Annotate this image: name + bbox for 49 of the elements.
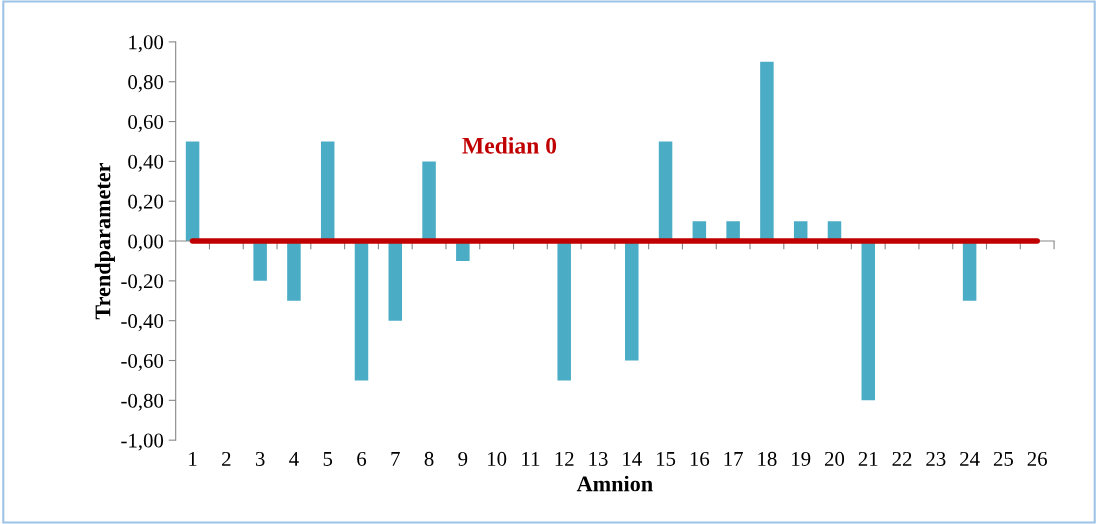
x-tick-label: 1 [189, 451, 197, 466]
bar [557, 241, 571, 381]
x-tick-label: 10 [488, 451, 507, 466]
x-tick-label: 24 [960, 451, 980, 466]
y-tick-label: -0,40 [121, 314, 164, 332]
x-tick-label: 5 [323, 452, 333, 466]
x-tick-label: 12 [555, 451, 574, 466]
y-tick-label: -0,60 [121, 353, 164, 371]
bar [962, 241, 977, 301]
x-axis-title: Amnion [576, 475, 653, 492]
bar [253, 241, 267, 281]
x-tick-label: 8 [424, 451, 434, 466]
x-tick-label: 7 [391, 452, 400, 466]
ref-line-label: Median 0 [462, 137, 557, 154]
bar [625, 241, 639, 361]
y-tick-label: -0,20 [121, 274, 164, 292]
x-tick-label: 13 [589, 451, 608, 466]
y-tick-label: 0,80 [128, 75, 164, 93]
x-tick-label: 14 [623, 451, 642, 466]
x-tick-label: 19 [792, 451, 811, 466]
y-tick-label: 0,40 [128, 154, 164, 172]
x-tick-label: 21 [858, 451, 878, 466]
x-tick-label: 6 [357, 451, 367, 466]
bar [185, 141, 200, 242]
y-tick-label: -1,00 [121, 433, 164, 451]
y-tick-label: 0,00 [128, 234, 164, 252]
x-tick-label: 11 [522, 451, 540, 466]
x-tick-label: 20 [824, 451, 845, 466]
y-tick-label: 1,00 [129, 35, 164, 53]
x-tick-label: 23 [926, 451, 946, 466]
y-tick-label: -0,80 [121, 393, 164, 411]
bar [861, 241, 876, 401]
bar [287, 241, 301, 301]
x-tick-label: 9 [458, 451, 468, 466]
x-tick-label: 2 [222, 451, 231, 466]
bar [354, 241, 369, 381]
y-tick-label: 0,60 [128, 114, 164, 132]
y-axis-title: Trendparameter [94, 162, 115, 320]
x-tick-label: 15 [656, 451, 676, 466]
x-tick-label: 3 [255, 451, 265, 466]
y-tick-label: 0,20 [128, 194, 164, 212]
x-tick-label: 25 [993, 451, 1014, 466]
x-tick-label: 17 [724, 451, 743, 466]
x-tick-label: 26 [1027, 451, 1047, 466]
x-tick-label: 16 [690, 451, 710, 466]
x-tick-label: 4 [289, 452, 299, 466]
x-tick-label: 18 [758, 451, 777, 466]
x-tick-label: 22 [892, 451, 912, 466]
bar [388, 241, 403, 321]
